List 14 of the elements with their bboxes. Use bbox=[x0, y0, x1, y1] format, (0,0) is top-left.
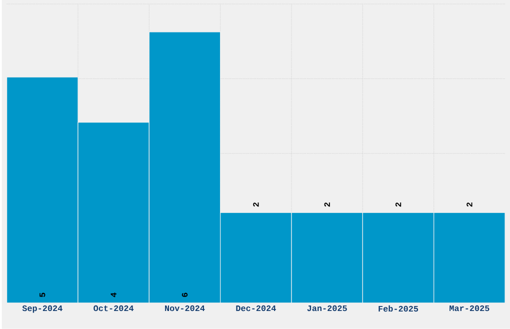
data-label: 2 bbox=[253, 202, 259, 207]
data-label: 6 bbox=[182, 292, 188, 297]
x-tick-label: Nov-2024 bbox=[165, 306, 205, 312]
x-tick-label: Feb-2025 bbox=[378, 306, 418, 312]
data-label: 2 bbox=[324, 202, 330, 207]
x-tick-label: Sep-2024 bbox=[22, 306, 62, 313]
data-label: 2 bbox=[466, 202, 472, 207]
x-tick-label: Dec-2024 bbox=[236, 306, 276, 312]
data-label: 2 bbox=[395, 202, 402, 207]
x-tick-label: Mar-2025 bbox=[450, 306, 490, 312]
x-tick-label: Oct-2024 bbox=[94, 306, 134, 312]
data-label: 5 bbox=[40, 292, 46, 298]
x-tick-label: Jan-2025 bbox=[307, 306, 347, 312]
data-label: 4 bbox=[110, 292, 116, 298]
